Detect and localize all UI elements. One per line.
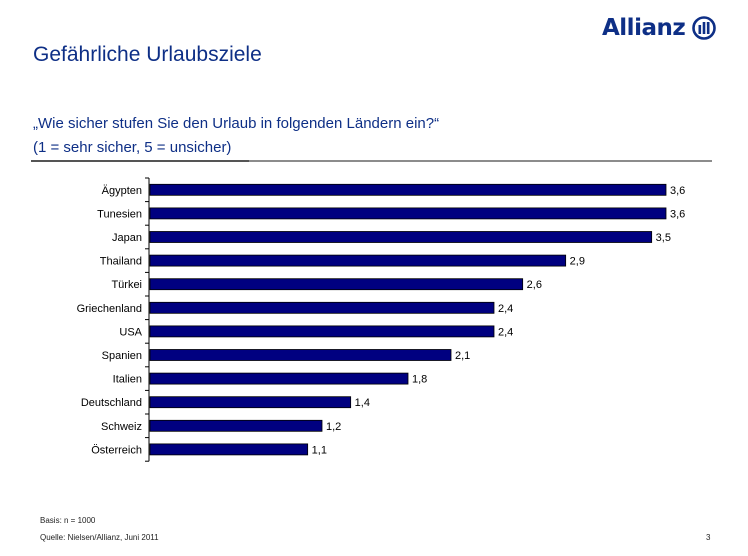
allianz-logo: Allianz bbox=[602, 11, 717, 45]
category-label: USA bbox=[119, 326, 142, 338]
brand-name: Allianz bbox=[602, 15, 686, 41]
value-label: 3,5 bbox=[656, 232, 671, 244]
category-label: Türkei bbox=[111, 279, 142, 291]
value-label: 2,4 bbox=[498, 303, 513, 315]
category-label: Deutschland bbox=[81, 397, 142, 409]
bar-9 bbox=[149, 396, 352, 409]
page-number: 3 bbox=[706, 533, 711, 542]
value-label: 3,6 bbox=[670, 208, 685, 220]
source-note: Quelle: Nielsen/Allianz, Juni 2011 bbox=[40, 533, 159, 542]
value-label: 1,4 bbox=[355, 397, 370, 409]
scale-description: (1 = sehr sicher, 5 = unsicher) bbox=[33, 139, 232, 156]
allianz-eagle-icon bbox=[692, 16, 717, 40]
header-divider-accent bbox=[31, 160, 249, 162]
bar-11 bbox=[149, 443, 309, 456]
bar-7 bbox=[149, 349, 452, 361]
page-title: Gefährliche Urlaubsziele bbox=[33, 43, 262, 66]
bar-10 bbox=[149, 419, 323, 432]
question-text: „Wie sicher stufen Sie den Urlaub in fol… bbox=[33, 115, 440, 132]
value-label: 3,6 bbox=[670, 185, 685, 197]
category-label: Österreich bbox=[91, 444, 142, 456]
value-label: 1,8 bbox=[412, 374, 427, 386]
value-label: 1,1 bbox=[312, 444, 327, 456]
value-label: 2,6 bbox=[527, 279, 542, 291]
bar-3 bbox=[149, 254, 567, 267]
category-label: Schweiz bbox=[101, 421, 142, 433]
bar-8 bbox=[149, 372, 409, 385]
bar-2 bbox=[149, 231, 653, 243]
bar-5 bbox=[149, 301, 495, 314]
survey-question: „Wie sicher stufen Sie den Urlaub in fol… bbox=[33, 112, 439, 160]
category-label: Griechenland bbox=[77, 303, 142, 315]
bar-6 bbox=[149, 325, 495, 338]
basis-note: Basis: n = 1000 bbox=[40, 516, 96, 525]
value-label: 2,4 bbox=[498, 326, 513, 338]
category-label: Spanien bbox=[102, 350, 142, 362]
category-label: Thailand bbox=[100, 256, 142, 268]
bar-0 bbox=[149, 183, 667, 196]
value-label: 2,1 bbox=[455, 350, 470, 362]
bar-4 bbox=[149, 278, 524, 291]
category-label: Tunesien bbox=[97, 208, 142, 220]
bar-chart: Ägypten 3,6 Tunesien 3,6 Japan 3,5 Thailand 2,9… bbox=[77, 177, 685, 462]
value-label: 2,9 bbox=[570, 256, 585, 268]
header-divider bbox=[31, 160, 712, 162]
category-label: Japan bbox=[112, 232, 142, 244]
bar-1 bbox=[149, 207, 667, 220]
category-label: Italien bbox=[113, 374, 142, 386]
category-label: Ägypten bbox=[102, 185, 142, 197]
value-label: 1,2 bbox=[326, 421, 341, 433]
